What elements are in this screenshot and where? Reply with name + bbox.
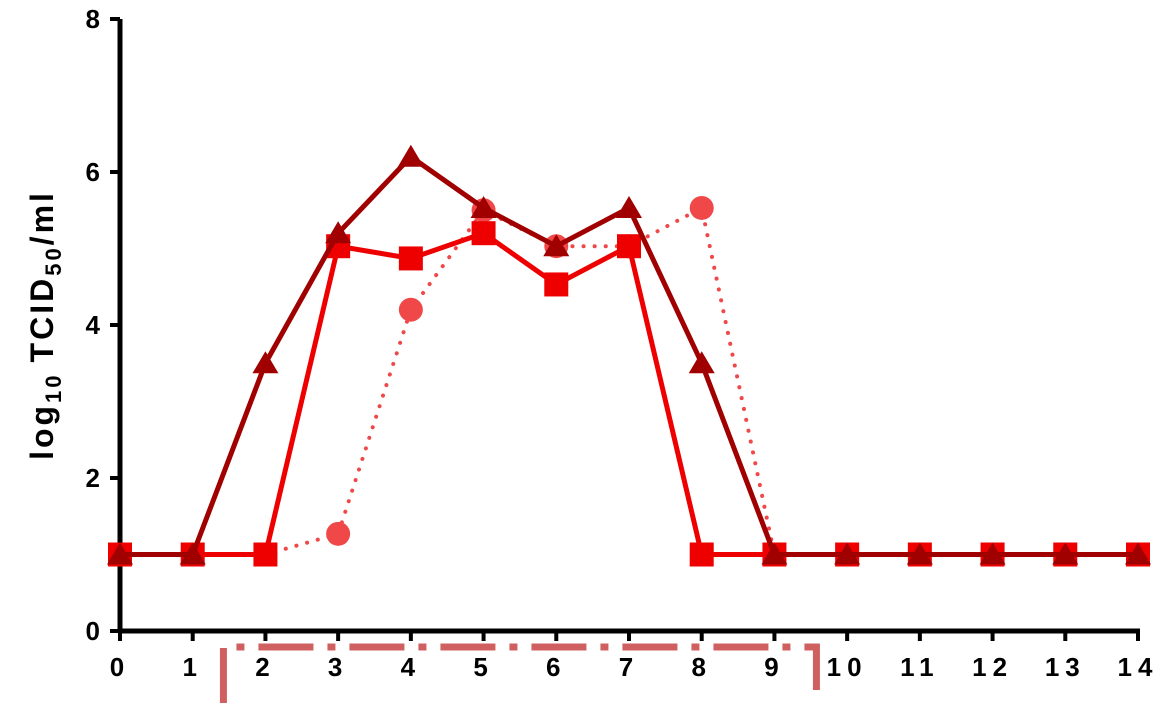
data-point-triangle [979, 542, 1006, 565]
x-tick-label: 12 [972, 652, 1013, 682]
data-point-triangle [761, 542, 788, 565]
series-3 [107, 144, 1151, 565]
y-tick-label: 0 [86, 616, 100, 646]
x-tick-label: 7 [619, 652, 639, 682]
data-point-triangle [906, 542, 933, 565]
data-point-triangle [543, 234, 570, 257]
data-point-triangle [252, 351, 279, 374]
y-label-main: TCID [24, 276, 60, 363]
x-tick-label: 10 [827, 652, 868, 682]
y-label-suffix: /ml [24, 190, 60, 245]
data-point-circle [398, 297, 423, 322]
x-tick-label: 3 [328, 652, 348, 682]
x-tick-label: 5 [473, 652, 493, 682]
data-point-triangle [470, 195, 497, 218]
y-tick-label: 6 [86, 157, 100, 187]
data-point-triangle [1052, 542, 1079, 565]
data-point-square [544, 272, 569, 297]
x-tick-label: 11 [900, 652, 940, 682]
y-axis-title-text: log10 TCID50/ml [24, 190, 66, 460]
data-point-triangle [107, 542, 133, 565]
data-point-circle [326, 521, 351, 546]
data-point-triangle [834, 542, 861, 565]
highlight-bracket [219, 643, 820, 703]
data-point-triangle [397, 144, 424, 167]
data-point-square [253, 542, 278, 567]
y-tick-label: 4 [86, 310, 101, 340]
y-tick-label: 2 [86, 463, 100, 493]
data-point-triangle [616, 195, 642, 218]
x-tick-label: 1 [182, 652, 202, 682]
x-tick-label: 6 [546, 652, 566, 682]
series-line [118, 205, 1140, 557]
x-tick-label: 13 [1045, 652, 1086, 682]
y-label-prefix-sub: 10 [41, 372, 66, 402]
y-label-main-sub: 50 [41, 245, 66, 275]
plot-area [107, 144, 1151, 567]
x-tick-label: 2 [255, 652, 275, 682]
data-point-square [471, 221, 496, 246]
y-axis-title: log10 TCID50/ml [24, 190, 66, 460]
data-point-square [617, 234, 641, 259]
data-point-square [689, 542, 714, 567]
data-point-circle [689, 195, 714, 220]
data-point-square [398, 246, 423, 271]
x-tick-label: 8 [691, 652, 711, 682]
data-point-triangle [179, 542, 206, 565]
series-line [117, 230, 1141, 557]
y-tick-label: 8 [86, 4, 100, 34]
highlight-box [219, 643, 820, 703]
x-tick-label: 0 [110, 652, 130, 682]
data-point-triangle [325, 221, 352, 244]
x-tick-label: 4 [401, 652, 421, 682]
x-tick-label: 14 [1118, 652, 1159, 682]
x-tick-label: 9 [764, 652, 784, 682]
data-point-triangle [1125, 542, 1151, 565]
series-2 [108, 221, 1150, 567]
data-point-triangle [688, 351, 715, 374]
y-label-prefix: log [24, 403, 60, 460]
